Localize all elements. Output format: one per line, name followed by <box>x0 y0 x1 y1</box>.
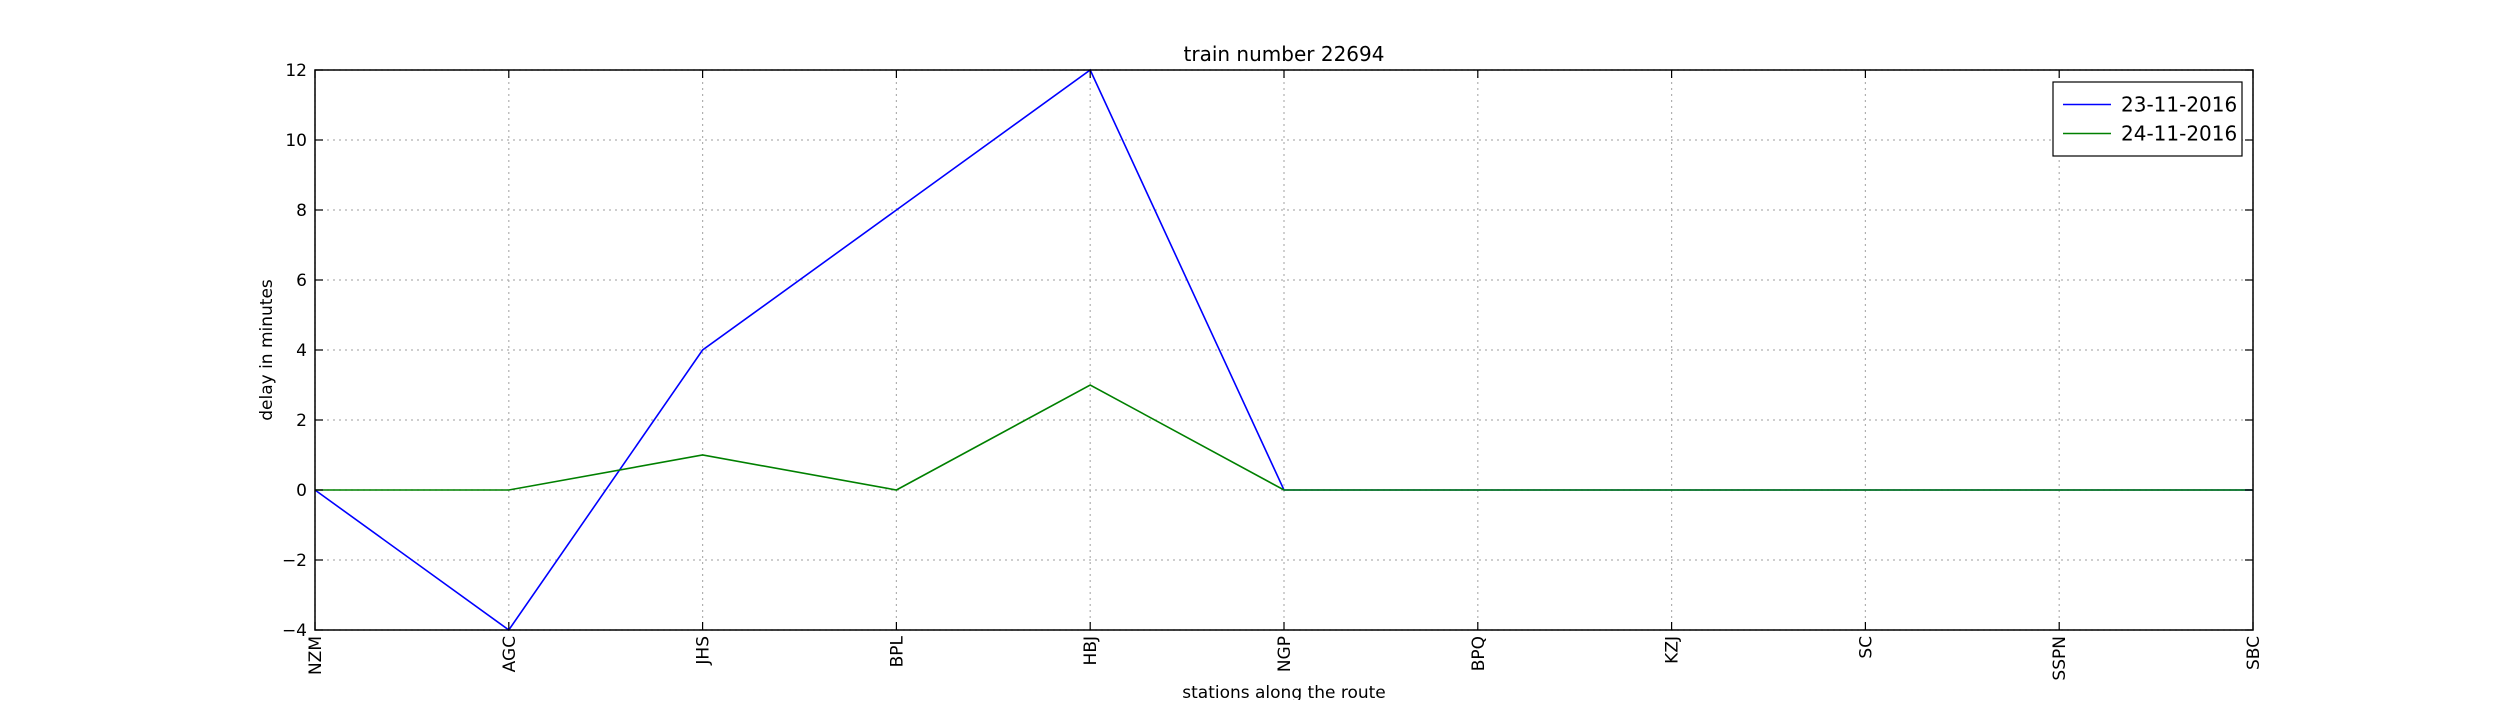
x-tick-label: SC <box>1856 636 1876 659</box>
y-tick-label: −4 <box>282 621 307 641</box>
legend-label: 24-11-2016 <box>2121 122 2237 146</box>
y-tick-label: 4 <box>296 341 307 361</box>
x-axis-label: stations along the route <box>1182 683 1386 700</box>
x-tick-label: SBC <box>2244 636 2264 670</box>
y-tick-label: 8 <box>296 201 307 221</box>
x-tick-label: SSPN <box>2050 636 2070 681</box>
legend-box <box>2052 81 2243 157</box>
y-tick-label: 0 <box>296 481 307 501</box>
y-tick-label: 6 <box>296 271 307 291</box>
x-tick-label: KZJ <box>1663 636 1683 664</box>
y-tick-label: 12 <box>285 61 307 81</box>
legend: 23-11-2016 24-11-2016 <box>2052 81 2243 157</box>
x-tick-label: HBJ <box>1081 636 1101 665</box>
y-tick-label: 10 <box>285 131 307 151</box>
chart-title: train number 22694 <box>1184 42 1385 66</box>
grid-layer <box>314 69 2254 631</box>
ticks-layer: −4 −2 0 2 4 6 8 10 12 NZM AGC JHS BPL HBJ NGP BPQ KZJ SC S… <box>282 61 2264 681</box>
x-tick-label: AGC <box>500 636 520 672</box>
y-tick-label: 2 <box>296 411 307 431</box>
legend-label: 23-11-2016 <box>2121 93 2237 117</box>
series-layer <box>314 68 2253 632</box>
x-tick-label: BPL <box>887 635 907 667</box>
x-tick-label: JHS <box>694 636 714 666</box>
y-axis-label: delay in minutes <box>257 279 277 421</box>
y-tick-label: −2 <box>282 551 307 571</box>
series-line <box>315 384 2253 491</box>
x-tick-label: NGP <box>1275 636 1295 672</box>
x-tick-label: BPQ <box>1469 636 1489 671</box>
x-tick-label: NZM <box>306 636 326 675</box>
